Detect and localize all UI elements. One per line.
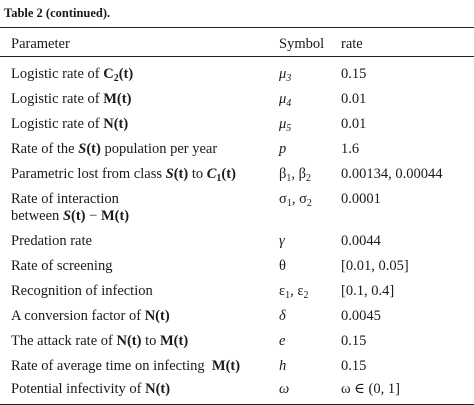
rate-cell: 1.6 [341, 141, 360, 157]
parameter-cell: Logistic rate of M(t) [11, 91, 132, 107]
symbol-cell: δ [279, 308, 286, 324]
parameter-cell: Logistic rate of N(t) [11, 116, 129, 132]
parameter-cell: Rate of the S(t) population per year [11, 141, 218, 157]
symbol-cell: ω [279, 381, 290, 397]
parameter-cell: Rate of average time on infecting M(t) [11, 358, 241, 374]
symbol-cell: σ1, σ2 [279, 191, 312, 209]
rate-cell: 0.01 [341, 116, 367, 132]
symbol-cell: ε1, ε2 [279, 283, 309, 301]
symbol-cell: μ3 [279, 66, 292, 84]
table-header-rule [0, 56, 474, 57]
rate-cell: 0.15 [341, 333, 367, 349]
header-rate: rate [341, 36, 363, 52]
parameter-cell: A conversion factor of N(t) [11, 308, 170, 324]
parameter-cell: Logistic rate of C2(t) [11, 66, 134, 84]
parameter-cell: Predation rate [11, 233, 92, 249]
symbol-cell: μ5 [279, 116, 292, 134]
symbol-cell: β1, β2 [279, 166, 312, 184]
header-parameter: Parameter [11, 36, 70, 52]
parameter-cell: Rate of screening [11, 258, 113, 274]
parameter-cell: The attack rate of N(t) to M(t) [11, 333, 189, 349]
parameter-cell: Parametric lost from class S(t) to C1(t) [11, 166, 236, 184]
header-symbol: Symbol [279, 36, 325, 52]
rate-cell: ω ∈ (0, 1] [341, 381, 400, 397]
symbol-cell: p [279, 141, 287, 157]
parameter-cell: Recognition of infection [11, 283, 153, 299]
parameter-cell: Potential infectivity of N(t) [11, 381, 171, 397]
rate-cell: 0.01 [341, 91, 367, 107]
parameter-cell-line2: between S(t) − M(t) [11, 208, 130, 224]
rate-cell: 0.15 [341, 358, 367, 374]
rate-cell: 0.0044 [341, 233, 381, 249]
symbol-cell: μ4 [279, 91, 292, 109]
symbol-cell: γ [279, 233, 285, 249]
symbol-cell: θ [279, 258, 286, 274]
parameter-cell: Rate of interaction [11, 191, 119, 207]
table-top-rule [0, 27, 474, 28]
rate-cell: 0.15 [341, 66, 367, 82]
symbol-cell: h [279, 358, 287, 374]
rate-cell: 0.0001 [341, 191, 381, 207]
rate-cell: 0.00134, 0.00044 [341, 166, 443, 182]
rate-cell: [0.1, 0.4] [341, 283, 395, 299]
table-caption: Table 2 (continued). [4, 6, 111, 20]
rate-cell: [0.01, 0.05] [341, 258, 409, 274]
symbol-cell: e [279, 333, 286, 349]
rate-cell: 0.0045 [341, 308, 381, 324]
